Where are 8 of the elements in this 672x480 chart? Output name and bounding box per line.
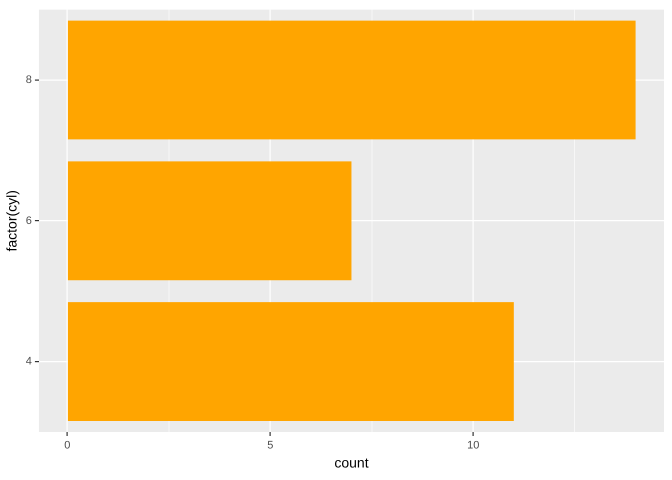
y-axis-title: factor(cyl)	[3, 190, 20, 252]
y-tick-label: 8	[26, 74, 32, 86]
x-axis-title: count	[334, 454, 369, 470]
y-tick-label: 4	[26, 356, 32, 368]
y-tick-label: 6	[26, 214, 32, 227]
x-tick-label: 0	[64, 440, 70, 452]
x-tick-label: 10	[467, 440, 480, 452]
x-tick-label: 5	[267, 440, 274, 452]
